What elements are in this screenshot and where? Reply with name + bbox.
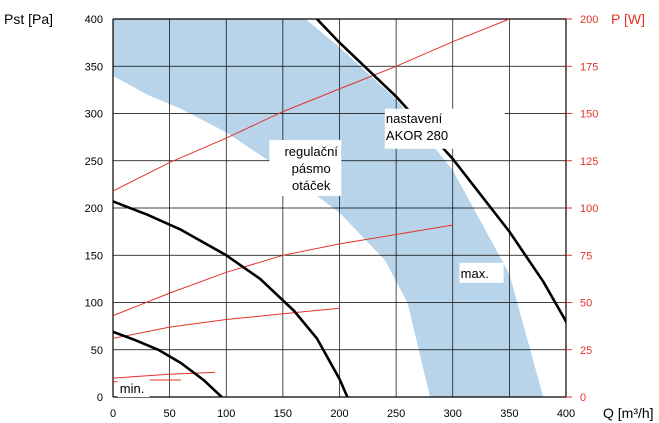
y2-tick-label: 175 — [580, 61, 598, 73]
setting-label-line: AKOR 280 — [386, 128, 448, 143]
band-label-line: regulační — [284, 144, 338, 159]
y-tick-label: 350 — [85, 61, 103, 73]
y2-tick-label: 50 — [580, 298, 592, 310]
y2-axis-title: P [W] — [611, 11, 645, 27]
y-tick-label: 200 — [85, 203, 103, 215]
x-tick-label: 250 — [387, 408, 405, 420]
max-label: max. — [461, 266, 489, 281]
band-label-line: pásmo — [292, 161, 331, 176]
y2-tick-label: 125 — [580, 156, 598, 168]
y-axis-title: Pst [Pa] — [4, 11, 53, 27]
y-tick-label: 150 — [85, 250, 103, 262]
y2-tick-label: 0 — [580, 392, 586, 404]
min-label-bg — [117, 379, 150, 398]
x-tick-label: 100 — [217, 408, 235, 420]
y2-tick-label: 100 — [580, 203, 598, 215]
x-tick-label: 150 — [274, 408, 292, 420]
x-tick-label: 200 — [330, 408, 348, 420]
y2-tick-label: 150 — [580, 109, 598, 121]
y2-tick-label: 75 — [580, 250, 592, 262]
max-label-bg — [459, 262, 504, 283]
y-tick-label: 300 — [85, 109, 103, 121]
y2-tick-label: 200 — [580, 14, 598, 26]
y-tick-label: 100 — [85, 298, 103, 310]
y2-tick-label: 25 — [580, 345, 592, 357]
y-tick-label: 400 — [85, 14, 103, 26]
power-curve-p_high — [113, 224, 453, 317]
power-curve-p_mid — [113, 307, 340, 339]
power-curve-p_max — [113, 19, 510, 192]
x-tick-label: 50 — [164, 408, 176, 420]
y-tick-label: 50 — [91, 345, 103, 357]
pressure-curve-mid — [113, 200, 349, 397]
setting-label-bg — [384, 108, 505, 149]
pressure-curve-max — [315, 19, 566, 325]
x-axis-title: Q [m³/h] — [603, 405, 654, 421]
y-tick-label: 250 — [85, 156, 103, 168]
x-tick-label: 0 — [110, 408, 116, 420]
x-tick-label: 300 — [444, 408, 462, 420]
band-label-bg — [269, 139, 342, 196]
power-curve-p_low1 — [113, 371, 215, 379]
x-tick-label: 400 — [557, 408, 575, 420]
x-tick-label: 350 — [500, 408, 518, 420]
pressure-curve-min — [113, 330, 223, 397]
band-label-line: otáček — [292, 178, 331, 193]
min-label: min. — [120, 381, 145, 396]
setting-label-line: nastavení — [386, 111, 443, 126]
y-tick-label: 0 — [97, 392, 103, 404]
